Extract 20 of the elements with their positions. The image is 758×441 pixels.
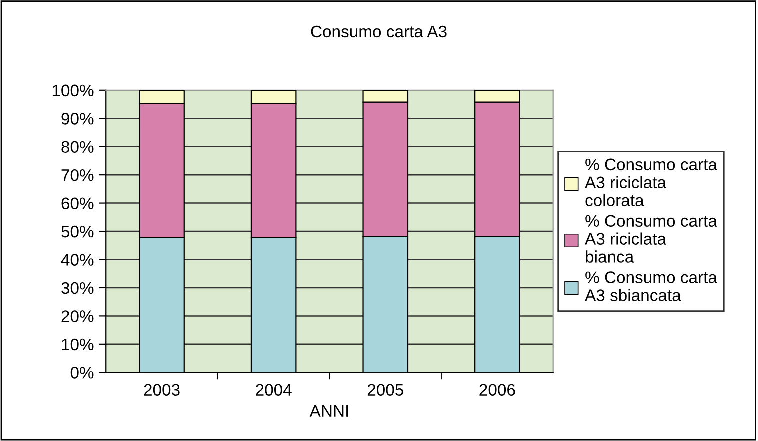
x-tick-label: 2005 [368,384,404,396]
y-tick-label: 0% [70,367,94,379]
y-tick-label: 40% [61,254,94,266]
y-tick-label: 30% [62,282,94,294]
y-tick-label: 90% [62,113,94,125]
legend-label: % Consumo carta A3 sbiancata [585,272,718,302]
y-tick-label: 60% [62,198,94,210]
chart-title: Consumo carta A3 [311,26,447,38]
x-tick-label: 2004 [256,384,292,396]
x-tick-label: 2006 [480,384,516,396]
y-tick-label: 80% [62,141,94,154]
legend-label: % Consumo carta A3 riciclata bianca [585,215,718,263]
legend-label: % Consumo carta A3 riciclata colorata [585,158,718,206]
y-tick-label: 100% [52,84,94,97]
y-tick-label: 10% [62,338,94,351]
y-tick-label: 20% [62,310,94,322]
y-tick-label: 50% [62,226,94,238]
x-axis-title: ANNI [310,405,348,417]
x-tick-label: 2003 [144,384,180,396]
y-tick-label: 70% [62,169,94,182]
